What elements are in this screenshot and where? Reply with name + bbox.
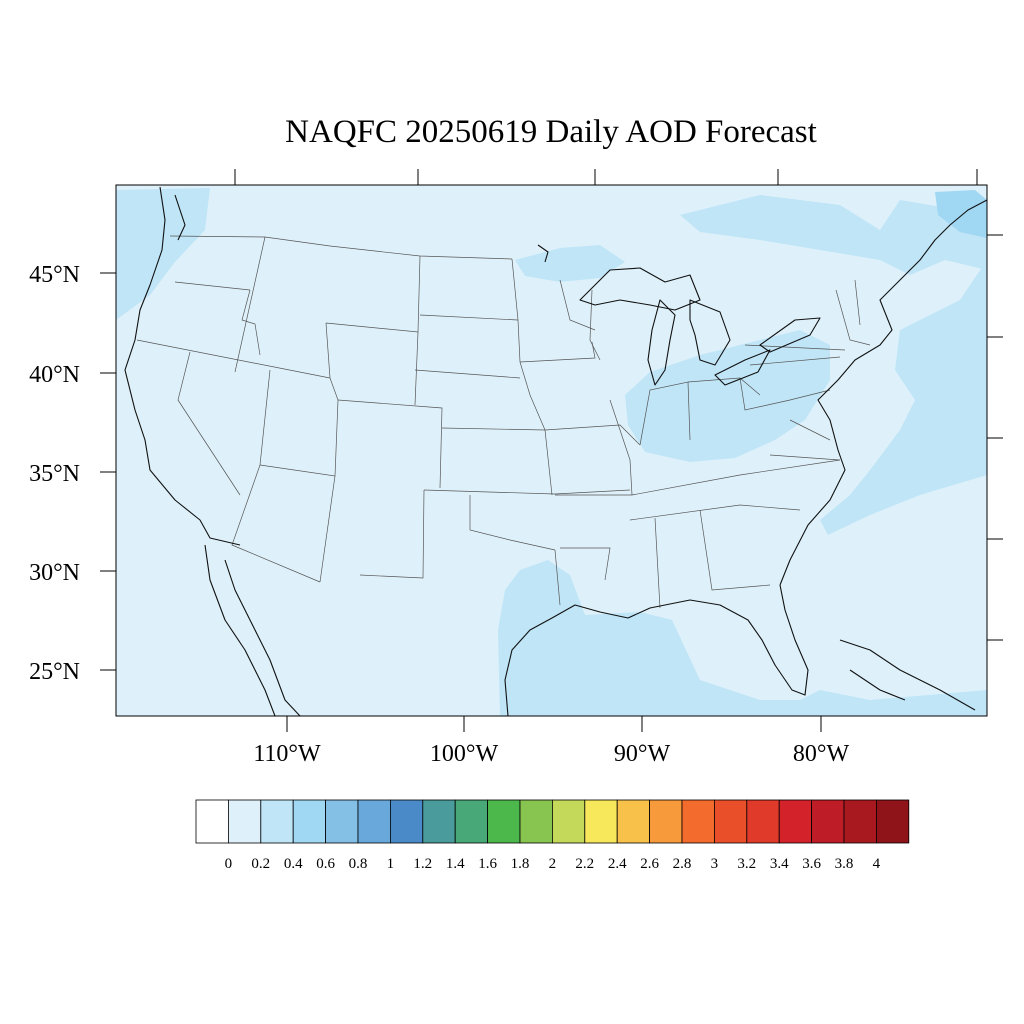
colorbar-label: 1.8 — [511, 856, 530, 872]
colorbar-label: 0.8 — [349, 856, 368, 872]
left-ticks — [100, 272, 116, 671]
lat-label-45: 45°N — [29, 262, 80, 288]
colorbar-swatch — [681, 799, 715, 844]
lat-label-35: 35°N — [29, 461, 80, 487]
lat-label-40: 40°N — [29, 362, 80, 388]
colorbar-swatch — [292, 799, 327, 844]
colorbar-swatch — [454, 799, 489, 844]
aod-region-pacific-nw — [116, 188, 210, 320]
colorbar-swatch — [746, 799, 780, 844]
colorbar-swatch — [422, 799, 456, 844]
colorbar-label: 1.6 — [478, 856, 497, 872]
top-ticks — [234, 169, 978, 185]
right-ticks — [987, 234, 1003, 641]
colorbar: 0 0.2 0.4 0.6 0.8 1 1.2 1.4 1.6 1.8 2 2.2 2.4 2.6 2.8 3… — [195, 799, 910, 872]
colorbar-label: 0.4 — [284, 856, 303, 872]
colorbar-swatch — [584, 799, 618, 844]
colorbar-swatch — [649, 799, 683, 844]
lat-label-30: 30°N — [29, 560, 80, 586]
colorbar-swatch — [325, 799, 359, 844]
aod-region-great-plains-north — [515, 245, 625, 282]
map-frame — [115, 184, 988, 717]
colorbar-label: 3.2 — [737, 856, 756, 872]
colorbar-label: 0 — [225, 856, 233, 872]
map-panel: 45°N 40°N 35°N 30°N 25°N 110°W 100°W 90°… — [29, 169, 1003, 767]
aod-region-atlantic — [820, 260, 987, 535]
coastlines — [124, 186, 987, 716]
colorbar-label: 2.4 — [608, 856, 627, 872]
lat-label-25: 25°N — [29, 659, 80, 685]
colorbar-swatch — [843, 799, 877, 844]
colorbar-swatch — [487, 799, 521, 844]
lon-label-90w: 90°W — [614, 741, 671, 767]
aod-shading — [116, 188, 987, 716]
colorbar-swatch — [876, 799, 910, 844]
colorbar-label: 3.8 — [835, 856, 854, 872]
colorbar-swatch — [357, 799, 391, 844]
lon-label-100w: 100°W — [430, 741, 499, 767]
aod-region-st-lawrence — [935, 190, 987, 238]
colorbar-swatch — [714, 799, 748, 844]
colorbar-label: 3 — [711, 856, 719, 872]
aod-region-northeast — [680, 195, 987, 275]
colorbar-label: 2.2 — [575, 856, 594, 872]
colorbar-label: 2 — [549, 856, 557, 872]
colorbar-swatch — [389, 799, 424, 844]
colorbar-swatch — [778, 799, 813, 844]
colorbar-label: 0.2 — [251, 856, 270, 872]
colorbar-swatch — [195, 799, 229, 844]
colorbar-label: 3.4 — [770, 856, 789, 872]
colorbar-label: 1.2 — [413, 856, 432, 872]
lon-label-110w: 110°W — [253, 741, 321, 767]
colorbar-label: 1 — [387, 856, 395, 872]
lon-label-80w: 80°W — [793, 741, 850, 767]
aod-region-gulf — [498, 560, 987, 716]
colorbar-label: 4 — [873, 856, 881, 872]
colorbar-label: 0.6 — [316, 856, 335, 872]
colorbar-swatch — [519, 799, 553, 844]
colorbar-swatch — [552, 799, 586, 844]
colorbar-swatch — [811, 799, 845, 844]
colorbar-label: 3.6 — [802, 856, 821, 872]
colorbar-label: 2.6 — [640, 856, 659, 872]
colorbar-swatch — [616, 799, 651, 844]
colorbar-label: 2.8 — [673, 856, 692, 872]
state-boundaries — [136, 235, 871, 609]
map-title: NAQFC 20250619 Daily AOD Forecast — [285, 114, 817, 150]
bottom-ticks — [286, 716, 822, 732]
colorbar-swatch — [260, 799, 294, 844]
aod-region-ohio-valley — [625, 330, 830, 462]
colorbar-label: 1.4 — [446, 856, 465, 872]
colorbar-swatch — [227, 799, 262, 844]
